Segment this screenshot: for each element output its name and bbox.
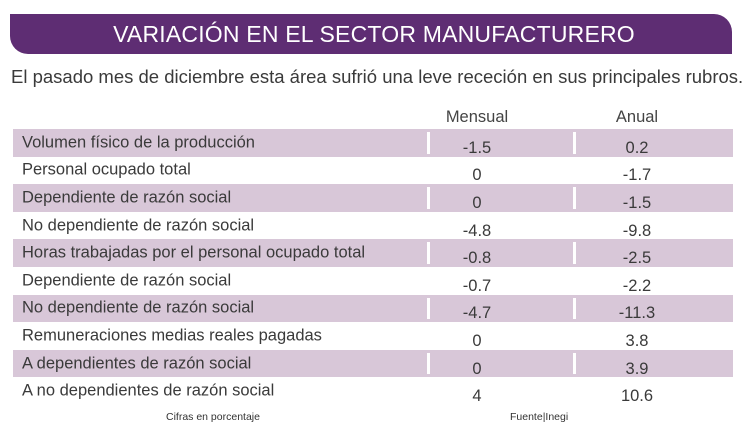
anual-value: -11.3	[618, 304, 656, 323]
anual-value: -2.5	[622, 249, 652, 268]
column-separator	[427, 297, 430, 320]
mensual-value: -4.7	[462, 304, 492, 323]
row-label: No dependiente de razón social	[22, 216, 255, 235]
column-separator	[573, 132, 576, 154]
mensual-value: -4.8	[462, 221, 492, 240]
mensual-value: 0	[472, 166, 482, 185]
row-label: Horas trabajadas por el personal ocupado…	[22, 243, 366, 262]
table-row: Remuneraciones medias reales pagadas 0 3.8	[13, 322, 733, 350]
table-row: No dependiente de razón social -4.8 -9.8	[13, 212, 733, 240]
anual-value: -1.7	[622, 166, 652, 185]
table-row: Dependiente de razón social 0 -1.5	[13, 184, 733, 212]
row-label: No dependiente de razón social	[22, 298, 255, 317]
column-separator	[427, 132, 430, 154]
row-label: Volumen físico de la producción	[22, 133, 255, 152]
row-label: Dependiente de razón social	[22, 188, 232, 207]
row-label: A no dependientes de razón social	[22, 381, 275, 400]
column-separator	[573, 297, 576, 320]
mensual-value: -0.8	[462, 249, 492, 268]
table-row: A no dependientes de razón social 4 10.6	[13, 377, 733, 406]
data-table: Volumen físico de la producción -1.5 0.2 Pe…	[13, 129, 733, 405]
row-label: Remuneraciones medias reales pagadas	[22, 326, 322, 345]
column-separator	[573, 242, 576, 264]
anual-value: -9.8	[622, 221, 652, 240]
mensual-value: 4	[472, 387, 482, 406]
table-row: No dependiente de razón social -4.7 -11.3	[13, 294, 733, 323]
column-separator	[573, 352, 576, 375]
column-separator	[427, 352, 430, 375]
table-row: Dependiente de razón social -0.7 -2.2	[13, 267, 733, 295]
column-separator	[427, 187, 430, 209]
chart-subtitle: El pasado mes de diciembre esta área suf…	[11, 66, 744, 87]
mensual-value: 0	[472, 332, 482, 351]
anual-value: -1.5	[622, 194, 652, 213]
anual-value: 0.2	[625, 138, 649, 157]
footnote-source: Fuente|Inegi	[510, 411, 569, 423]
row-label: A dependientes de razón social	[22, 354, 252, 373]
anual-value: -2.2	[622, 276, 652, 295]
title-banner: VARIACIÓN EN EL SECTOR MANUFACTURERO	[10, 14, 732, 54]
row-label: Dependiente de razón social	[22, 271, 232, 290]
column-header-anual: Anual	[615, 108, 659, 126]
mensual-value: 0	[472, 359, 482, 378]
mensual-value: -0.7	[462, 276, 492, 295]
table-row: Horas trabajadas por el personal ocupado…	[13, 239, 733, 267]
anual-value: 3.9	[625, 359, 649, 378]
footnote-units: Cifras en porcentaje	[166, 411, 260, 423]
table-row: Volumen físico de la producción -1.5 0.2	[13, 129, 733, 157]
column-separator	[573, 187, 576, 209]
anual-value: 10.6	[620, 387, 654, 406]
chart-title: VARIACIÓN EN EL SECTOR MANUFACTURERO	[113, 20, 635, 47]
column-separator	[427, 242, 430, 264]
table-row: Personal ocupado total 0 -1.7	[13, 157, 733, 185]
column-header-mensual: Mensual	[445, 108, 509, 126]
table-row: A dependientes de razón social 0 3.9	[13, 349, 733, 378]
mensual-value: -1.5	[462, 138, 492, 157]
mensual-value: 0	[472, 194, 482, 213]
anual-value: 3.8	[625, 332, 649, 351]
row-label: Personal ocupado total	[22, 160, 191, 179]
